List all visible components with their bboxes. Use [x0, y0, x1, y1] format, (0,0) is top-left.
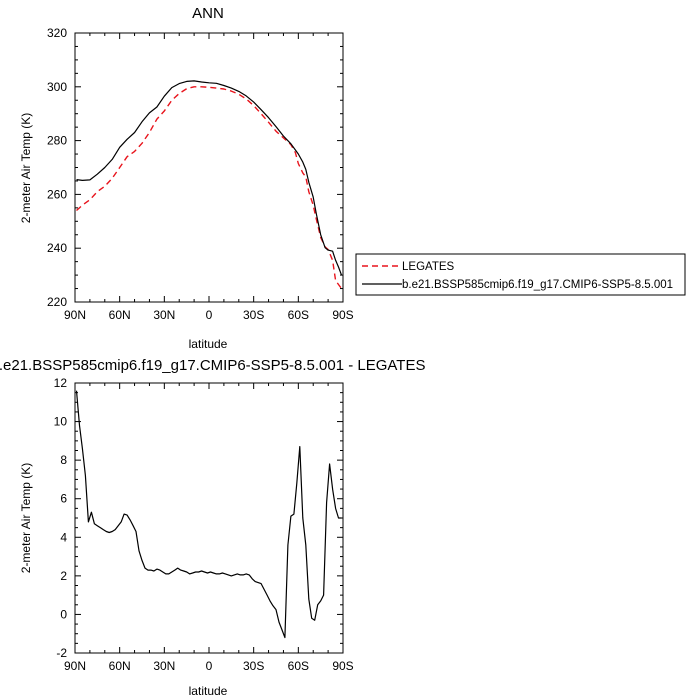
x-tick-label: 30S [243, 308, 264, 322]
plot-area: 90N 60N 30N 0 30S 60S 90S -2 0 2 4 6 8 10 12 [54, 376, 354, 673]
x-tick-label: 60N [109, 308, 131, 322]
plot-area: 90N 60N 30N 0 30S 60S 90S 220 240 260 280 300 320 [47, 26, 354, 322]
chart-title: ANN [192, 5, 224, 22]
y-tick-label: 8 [60, 453, 67, 467]
y-tick-label: 6 [60, 492, 67, 506]
y-axis-label: 2-meter Air Temp (K) [19, 463, 33, 573]
x-axis-label: latitude [189, 337, 228, 351]
x-tick-label: 60N [109, 659, 131, 673]
x-tick-label: 30S [243, 659, 264, 673]
y-tick-label: 320 [47, 26, 67, 40]
x-tick-label: 90N [64, 308, 86, 322]
x-tick-label: 90N [64, 659, 86, 673]
legend: LEGATES b.e21.BSSP585cmip6.f19_g17.CMIP6… [355, 253, 686, 296]
y-tick-label: 12 [54, 376, 68, 390]
series-line-0 [76, 86, 343, 290]
x-tick-label: 0 [206, 659, 213, 673]
y-tick-label: -2 [56, 646, 67, 660]
x-axis-label: latitude [189, 684, 228, 698]
y-tick-label: 10 [54, 415, 68, 429]
y-tick-label: 2 [60, 569, 67, 583]
x-tick-label: 90S [332, 308, 353, 322]
x-tick-label: 30N [153, 659, 175, 673]
x-tick-label: 60S [288, 659, 309, 673]
legend-box [355, 253, 686, 296]
series-line-0 [75, 390, 342, 639]
x-tick-label: 30N [153, 308, 175, 322]
plot-frame [74, 32, 344, 303]
y-tick-label: 300 [47, 80, 67, 94]
difference-panel: b.e21.BSSP585cmip6.f19_g17.CMIP6-SSP5-8.… [0, 357, 425, 698]
y-tick-label: 4 [60, 530, 67, 544]
y-tick-label: 0 [60, 607, 67, 621]
x-tick-label: 60S [288, 308, 309, 322]
y-axis-label: 2-meter Air Temp (K) [19, 113, 33, 223]
x-tick-label: 90S [332, 659, 353, 673]
y-tick-label: 280 [47, 134, 67, 148]
legend-label: LEGATES [402, 261, 455, 273]
y-tick-label: 220 [47, 295, 67, 309]
y-tick-label: 240 [47, 241, 67, 255]
y-tick-label: 260 [47, 187, 67, 201]
temperature-panel: ANN latitude 2-meter Air Temp (K) 90N 60N… [19, 5, 686, 351]
x-tick-label: 0 [206, 308, 213, 322]
legend-label: b.e21.BSSP585cmip6.f19_g17.CMIP6-SSP5-8.… [402, 279, 673, 291]
chart-title: b.e21.BSSP585cmip6.f19_g17.CMIP6-SSP5-8.… [0, 357, 425, 374]
series-line-1 [76, 80, 343, 276]
